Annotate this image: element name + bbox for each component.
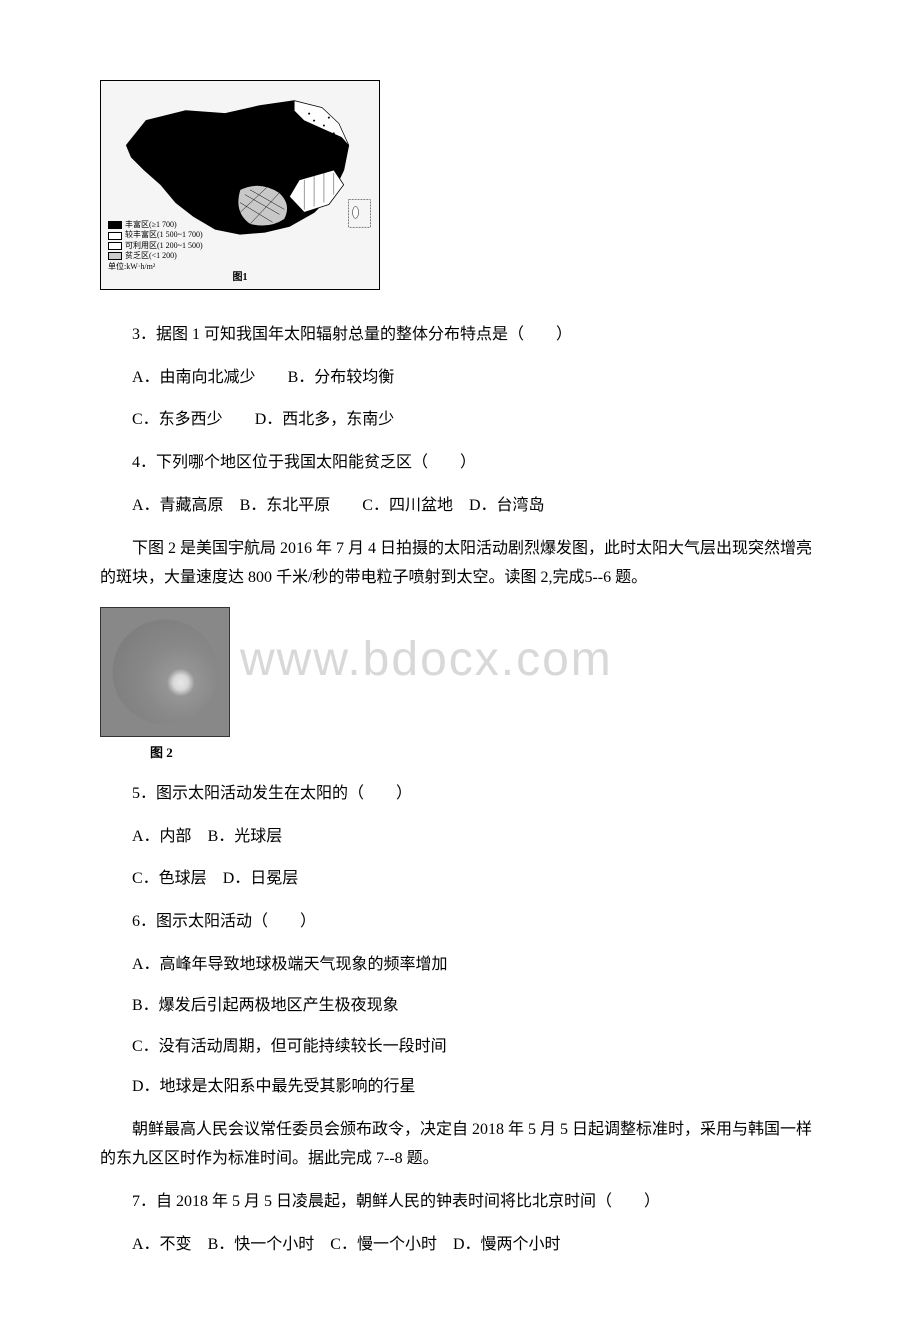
passage-78: 朝鲜最高人民会议常任委员会颁布政令，决定自 2018 年 5 月 5 日起调整标… (100, 1116, 820, 1174)
q4-stem: 4．下列哪个地区位于我国太阳能贫乏区（ ） (100, 449, 820, 478)
q3-opt-a: A．由南向北减少 (132, 369, 256, 386)
q6-stem: 6．图示太阳活动（ ） (100, 908, 820, 937)
q5-opt-b: B．光球层 (208, 828, 283, 845)
q5-options-cd: C．色球层 D．日冕层 (100, 865, 820, 894)
q5-opt-a: A．内部 (132, 828, 192, 845)
map-caption: 图1 (233, 269, 248, 287)
q4-opt-c: C．四川盆地 (362, 497, 453, 514)
q7-opt-a: A．不变 (132, 1236, 192, 1253)
q4-opt-d: D．台湾岛 (469, 497, 545, 514)
q3-stem: 3．据图 1 可知我国年太阳辐射总量的整体分布特点是（ ） (100, 321, 820, 350)
q4-opt-b: B．东北平原 (240, 497, 331, 514)
q3-options-cd: C．东多西少 D．西北多，东南少 (100, 406, 820, 435)
q6-opt-b: B．爆发后引起两极地区产生极夜现象 (100, 992, 820, 1021)
solar-image (100, 607, 230, 737)
q6-opt-c: C．没有活动周期，但可能持续较长一段时间 (100, 1033, 820, 1062)
figure-map: 丰富区(≥1 700) 较丰富区(1 500~1 700) 可利用区(1 200… (100, 80, 820, 301)
figure-solar: 图 2 (100, 607, 820, 764)
solar-caption: 图 2 (100, 741, 820, 764)
q4-opt-a: A．青藏高原 (132, 497, 224, 514)
q3-opt-d: D．西北多，东南少 (255, 411, 395, 428)
q7-stem: 7．自 2018 年 5 月 5 日凌晨起，朝鲜人民的钟表时间将比北京时间（ ） (100, 1188, 820, 1217)
q5-opt-d: D．日冕层 (223, 870, 299, 887)
q7-opt-d: D．慢两个小时 (453, 1236, 561, 1253)
q6-opt-d: D．地球是太阳系中最先受其影响的行星 (100, 1073, 820, 1102)
map-image: 丰富区(≥1 700) 较丰富区(1 500~1 700) 可利用区(1 200… (100, 80, 380, 290)
q7-opt-c: C．慢一个小时 (330, 1236, 437, 1253)
map-legend: 丰富区(≥1 700) 较丰富区(1 500~1 700) 可利用区(1 200… (106, 218, 205, 274)
legend-text-3: 可利用区(1 200~1 500) (125, 241, 203, 251)
q5-options-ab: A．内部 B．光球层 (100, 823, 820, 852)
q4-options: A．青藏高原 B．东北平原 C．四川盆地 D．台湾岛 (100, 492, 820, 521)
q5-opt-c: C．色球层 (132, 870, 207, 887)
passage-56: 下图 2 是美国宇航局 2016 年 7 月 4 日拍摄的太阳活动剧烈爆发图，此… (100, 535, 820, 593)
q3-opt-b: B．分布较均衡 (288, 369, 395, 386)
q5-stem: 5．图示太阳活动发生在太阳的（ ） (100, 780, 820, 809)
legend-text-5: 单位:kW·h/m² (108, 262, 155, 272)
q3-options-ab: A．由南向北减少 B．分布较均衡 (100, 364, 820, 393)
q6-opt-a: A．高峰年导致地球极端天气现象的频率增加 (100, 951, 820, 980)
q7-options: A．不变 B．快一个小时 C．慢一个小时 D．慢两个小时 (100, 1231, 820, 1260)
legend-text-2: 较丰富区(1 500~1 700) (125, 230, 203, 240)
q7-opt-b: B．快一个小时 (208, 1236, 315, 1253)
legend-text-4: 贫乏区(<1 200) (125, 251, 177, 261)
q3-opt-c: C．东多西少 (132, 411, 223, 428)
legend-text-1: 丰富区(≥1 700) (125, 220, 177, 230)
